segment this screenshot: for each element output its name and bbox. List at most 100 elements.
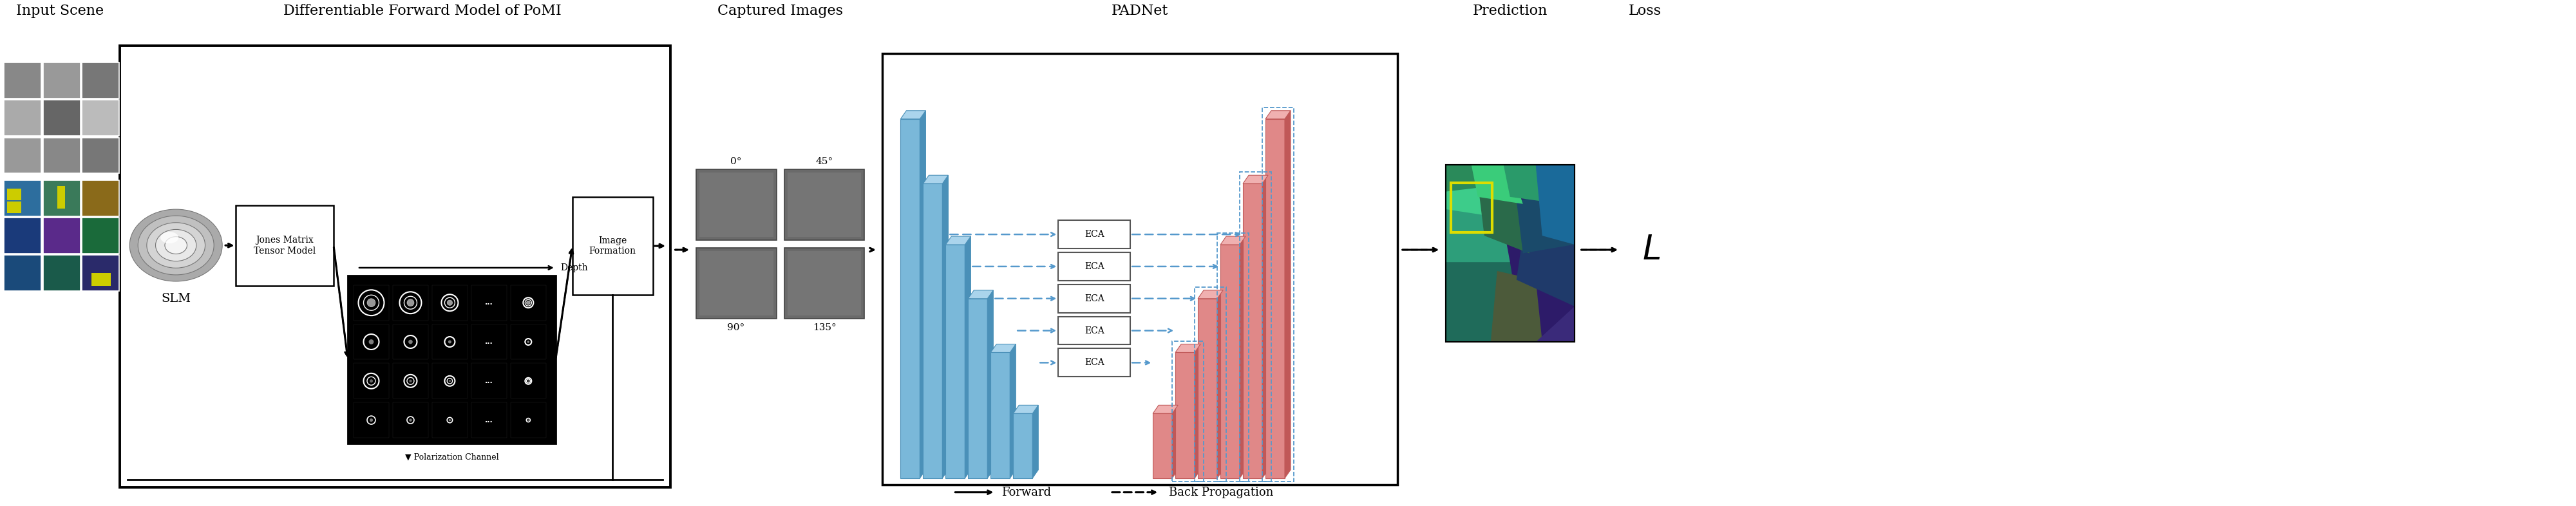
Bar <box>510 324 546 359</box>
Polygon shape <box>1172 405 1177 478</box>
Text: Jones Matrix
Tensor Model: Jones Matrix Tensor Model <box>252 236 317 256</box>
Text: SLM: SLM <box>162 293 191 305</box>
Polygon shape <box>969 290 994 299</box>
Bar <box>471 402 507 438</box>
Bar <box>788 251 860 315</box>
Text: ECA: ECA <box>1084 262 1105 271</box>
Polygon shape <box>922 175 948 184</box>
Bar <box>788 173 860 237</box>
Polygon shape <box>1262 175 1267 478</box>
Text: PADNet: PADNet <box>1110 4 1170 18</box>
Polygon shape <box>1445 165 1504 218</box>
Ellipse shape <box>147 223 206 268</box>
Polygon shape <box>1239 236 1247 478</box>
Polygon shape <box>1265 111 1291 119</box>
Bar <box>237 205 335 286</box>
Ellipse shape <box>165 237 188 254</box>
Ellipse shape <box>129 209 222 281</box>
Bar <box>5 62 41 98</box>
Bar <box>82 218 118 254</box>
Bar <box>5 255 41 291</box>
Bar <box>1265 119 1285 478</box>
Polygon shape <box>1535 165 1574 244</box>
Bar <box>5 100 41 136</box>
Bar <box>884 54 1396 485</box>
Text: 135°: 135° <box>811 323 837 332</box>
Bar <box>922 184 943 478</box>
Text: Loss: Loss <box>1628 4 1662 18</box>
Bar <box>698 173 773 237</box>
Bar <box>1012 413 1033 478</box>
Polygon shape <box>902 111 925 119</box>
Bar <box>1218 233 1249 481</box>
Bar <box>5 180 41 216</box>
Text: Back Propagation: Back Propagation <box>1170 486 1273 498</box>
Text: ...: ... <box>484 300 492 306</box>
Bar <box>433 363 466 399</box>
Bar <box>696 248 775 318</box>
Text: ...: ... <box>484 417 492 424</box>
Bar <box>1239 172 1273 481</box>
Bar <box>348 275 556 444</box>
Polygon shape <box>1517 227 1574 306</box>
Bar <box>44 180 80 216</box>
Text: 45°: 45° <box>817 157 832 166</box>
Bar <box>510 363 546 399</box>
Bar <box>44 138 80 174</box>
Bar <box>572 197 652 294</box>
Bar <box>5 218 41 254</box>
Polygon shape <box>1492 271 1543 342</box>
Bar <box>392 324 428 359</box>
Polygon shape <box>1195 344 1200 478</box>
Ellipse shape <box>155 229 196 261</box>
Polygon shape <box>1010 344 1015 478</box>
Bar <box>471 324 507 359</box>
Polygon shape <box>1154 405 1177 413</box>
Text: ECA: ECA <box>1084 358 1105 367</box>
Text: $\mathbf{\mathit{L}}$: $\mathbf{\mathit{L}}$ <box>1643 233 1662 266</box>
Polygon shape <box>992 344 1015 353</box>
Circle shape <box>366 299 376 307</box>
Bar <box>1172 341 1203 481</box>
Bar <box>8 201 21 213</box>
Bar <box>392 363 428 399</box>
Bar <box>1221 245 1239 478</box>
Bar <box>1059 252 1131 281</box>
Polygon shape <box>1198 290 1224 299</box>
Bar <box>5 138 41 174</box>
Bar <box>1198 299 1218 478</box>
Bar <box>44 218 80 254</box>
Text: ECA: ECA <box>1084 326 1105 335</box>
Bar <box>510 285 546 320</box>
Text: 0°: 0° <box>732 157 742 166</box>
Bar <box>969 299 987 478</box>
Bar <box>783 170 866 240</box>
Circle shape <box>368 340 374 345</box>
Polygon shape <box>1175 344 1200 353</box>
Polygon shape <box>1517 192 1574 254</box>
Bar <box>121 46 670 487</box>
Bar <box>1154 413 1172 478</box>
Bar <box>1059 317 1131 345</box>
Bar <box>433 285 466 320</box>
Text: Image
Formation: Image Formation <box>590 236 636 256</box>
Bar <box>902 119 920 478</box>
Polygon shape <box>1479 183 1530 254</box>
Polygon shape <box>1445 183 1510 262</box>
Circle shape <box>368 380 374 383</box>
Text: Depth: Depth <box>559 263 587 272</box>
Bar <box>44 100 80 136</box>
Polygon shape <box>1218 290 1224 478</box>
Text: ...: ... <box>484 378 492 384</box>
Text: ▼ Polarization Channel: ▼ Polarization Channel <box>404 453 500 461</box>
Text: ...: ... <box>484 339 492 345</box>
Bar <box>57 186 64 208</box>
Text: Captured Images: Captured Images <box>719 4 842 18</box>
Polygon shape <box>1535 306 1574 342</box>
Polygon shape <box>920 111 925 478</box>
Bar <box>1262 107 1293 481</box>
Polygon shape <box>1012 405 1038 413</box>
Circle shape <box>448 300 453 306</box>
Bar <box>1175 353 1195 478</box>
Polygon shape <box>1504 165 1561 204</box>
